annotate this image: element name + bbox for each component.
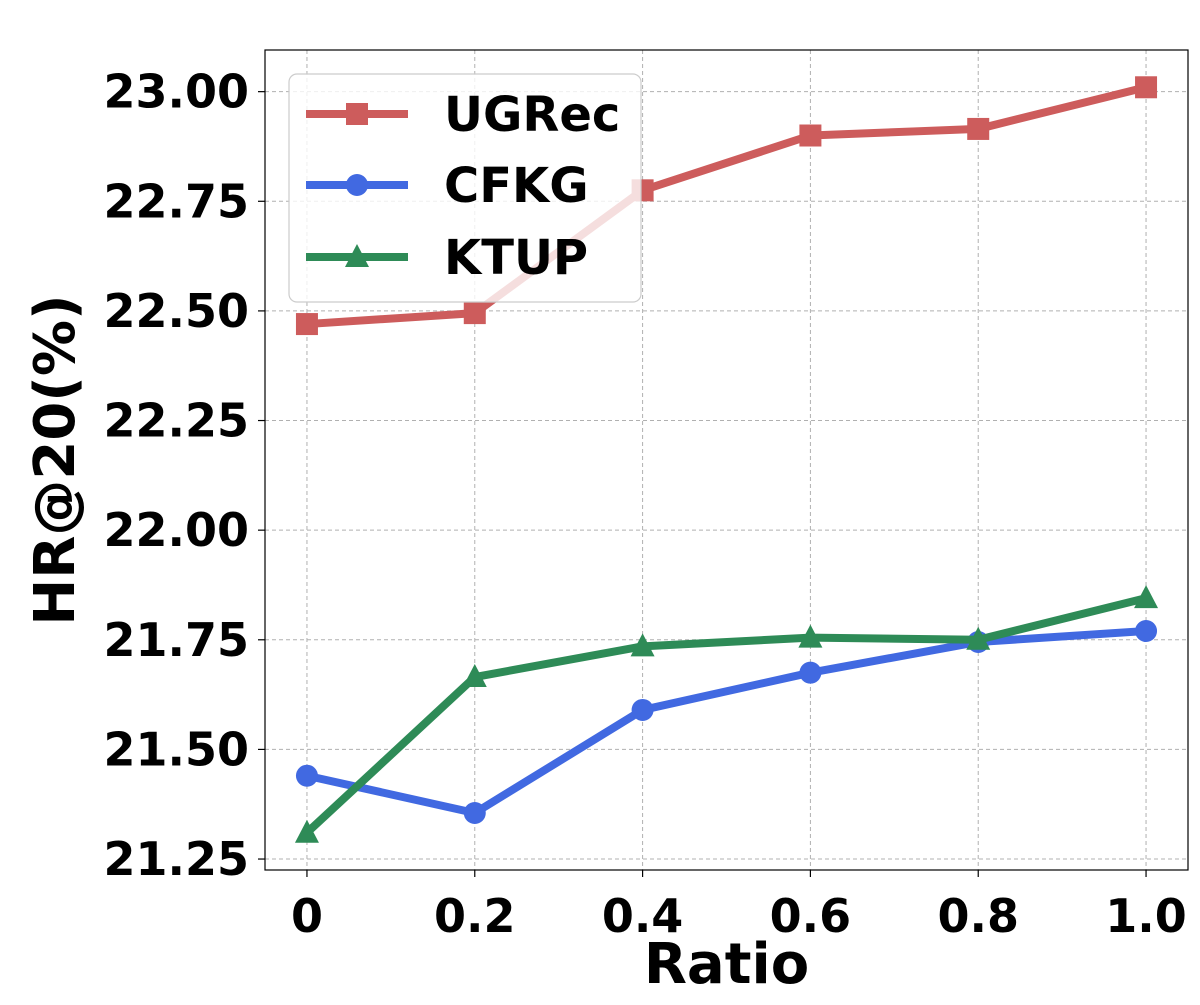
data-point-cfkg [295, 764, 318, 787]
y-tick-label: 22.75 [103, 174, 249, 228]
series-line-cfkg [302, 627, 1151, 817]
ticks: 21.25 21.50 21.75 22.00 22.25 22.50 22.75 23.00… [103, 65, 1186, 943]
data-point-ktup [462, 664, 487, 688]
x-tick-label: 0.8 [937, 889, 1019, 943]
plot-frame [264, 49, 1189, 871]
y-tick-label: 21.50 [103, 722, 249, 776]
series-ktup [294, 585, 1159, 843]
y-tick-label: 22.25 [103, 394, 249, 448]
series-line-ugrec [302, 83, 1151, 329]
x-tick-label: 0.4 [602, 889, 684, 943]
x-axis-title: Ratio [644, 932, 809, 997]
data-point-cfkg [1135, 620, 1158, 643]
legend-marker-ktup [345, 244, 369, 267]
legend-label-ugrec: UGRec [444, 87, 620, 143]
series-layer [294, 76, 1159, 843]
data-point-ktup [798, 624, 823, 648]
data-point-ktup [630, 633, 655, 657]
x-tick-label: 1.0 [1105, 889, 1187, 943]
data-point-ktup [1134, 585, 1159, 609]
y-axis-title: HR@20(%) [23, 294, 88, 625]
legend-marker-cfkg [346, 174, 368, 196]
y-tick-label: 23.00 [103, 65, 249, 119]
series-line-ktup [302, 594, 1151, 837]
data-point-cfkg [631, 698, 654, 721]
data-point-cfkg [799, 661, 822, 684]
x-tick-label: 0.6 [770, 889, 852, 943]
legend-label-cfkg: CFKG [444, 158, 589, 214]
x-tick-label: 0 [291, 889, 323, 943]
data-point-cfkg [463, 801, 486, 824]
data-point-ugrec [1135, 76, 1158, 99]
series-ugrec [295, 76, 1158, 336]
x-tick-label: 0.2 [434, 889, 516, 943]
data-point-ktup [294, 819, 319, 843]
data-point-ugrec [295, 313, 318, 336]
y-tick-label: 21.25 [103, 832, 249, 886]
data-point-ugrec [967, 117, 990, 140]
y-tick-label: 21.75 [103, 613, 249, 667]
legend: UGRec CFKG KTUP [288, 73, 642, 303]
data-point-ktup [966, 626, 991, 650]
legend-marker-ugrec [346, 103, 368, 125]
y-tick-label: 22.50 [103, 284, 249, 338]
y-tick-label: 22.00 [103, 503, 249, 557]
data-point-ugrec [799, 124, 822, 147]
data-point-ugrec [463, 302, 486, 325]
legend-label-ktup: KTUP [444, 230, 588, 286]
legend-box [288, 73, 642, 303]
